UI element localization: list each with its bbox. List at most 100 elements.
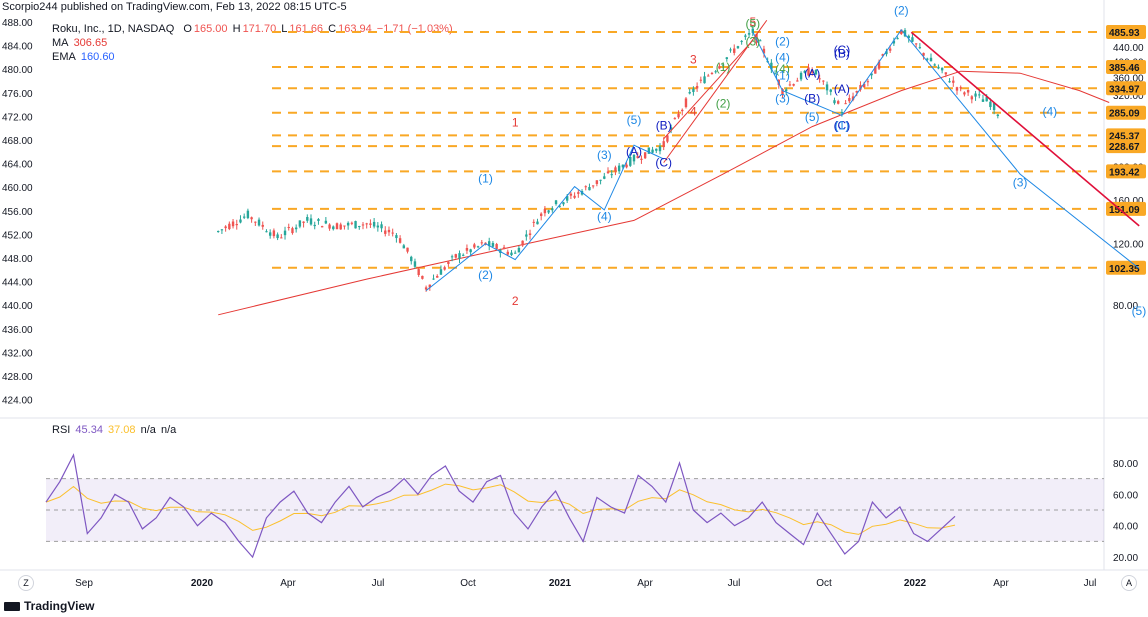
candle-body: [617, 165, 621, 172]
candle-body: [462, 254, 465, 256]
candle-body: [521, 240, 524, 246]
price-chart[interactable]: 488.00484.00480.00476.00472.00468.00464.…: [0, 0, 1148, 600]
wave-label: 1: [512, 116, 519, 130]
candle-body: [900, 29, 903, 34]
rsi-label: RSI: [52, 424, 71, 436]
candle-body: [458, 253, 461, 259]
candle-body: [302, 221, 305, 223]
candle-body: [488, 241, 491, 247]
candle-body: [940, 67, 944, 71]
fib-level-label: 385.46: [1109, 63, 1140, 74]
time-axis-label: 2021: [549, 578, 572, 589]
time-axis-label: Sep: [75, 578, 93, 589]
brand-label: TradingView: [24, 599, 95, 613]
candle-body: [681, 109, 684, 112]
candle-body: [257, 219, 261, 226]
candle-body: [643, 152, 647, 159]
candle-body: [328, 224, 331, 229]
zoom-button[interactable]: Z: [18, 575, 34, 591]
left-axis-tick: 436.00: [2, 325, 33, 336]
tradingview-logo-icon: [4, 601, 20, 611]
candle-body: [811, 69, 814, 73]
wave-label: 4: [690, 104, 697, 118]
candle-body: [978, 94, 981, 96]
wave-label: (A): [804, 66, 820, 80]
candle-body: [836, 101, 840, 104]
left-axis-tick: 476.00: [2, 89, 33, 100]
candle-body: [966, 90, 970, 93]
ohlc-close-label: C: [328, 23, 337, 35]
rsi-na-1: n/a: [140, 424, 156, 436]
time-axis-label: 2022: [904, 578, 927, 589]
candle-body: [324, 220, 328, 224]
candle-body: [554, 200, 558, 205]
time-axis-label: Apr: [993, 578, 1009, 589]
wave-label: 2: [512, 294, 519, 308]
candle-body: [725, 57, 729, 59]
fib-level-tag: [1106, 105, 1146, 120]
candle-body: [818, 78, 821, 80]
wave-label: (5): [1132, 304, 1147, 318]
wave-label: (5): [745, 17, 760, 31]
candle-body: [536, 221, 539, 225]
time-axis-label: Jul: [1084, 578, 1097, 589]
fib-level-label: 228.67: [1109, 142, 1140, 153]
time-axis-label: Oct: [460, 578, 476, 589]
fib-level-label: 334.97: [1109, 84, 1140, 95]
candle-body: [948, 81, 951, 83]
candle-body: [677, 113, 680, 118]
candle-body: [391, 232, 394, 234]
fib-level-label: 485.93: [1109, 28, 1140, 39]
candle-body: [398, 238, 402, 243]
candle-body: [358, 225, 361, 228]
candle-body: [855, 91, 858, 93]
candle-body: [436, 275, 439, 278]
candle-body: [591, 185, 595, 187]
candle-body: [803, 70, 806, 73]
candle-body: [740, 40, 743, 42]
left-axis-tick: 456.00: [2, 207, 33, 218]
time-axis-label: Jul: [728, 578, 741, 589]
candle-body: [981, 99, 985, 102]
candle-body: [866, 81, 870, 83]
candle-body: [217, 231, 220, 233]
candle-body: [781, 89, 784, 96]
candle-body: [239, 219, 242, 223]
fib-level-tag: [1106, 260, 1146, 275]
candle-body: [796, 80, 799, 82]
candle-body: [491, 242, 495, 247]
candle-body: [733, 48, 736, 53]
candle-body: [651, 149, 654, 153]
candle-body: [354, 221, 357, 229]
candle-body: [473, 244, 476, 248]
candle-body: [510, 252, 513, 256]
right-axis-tick: 120.00: [1113, 240, 1144, 251]
candle-body: [747, 33, 751, 35]
candle-body: [443, 267, 446, 270]
candle-body: [929, 57, 933, 62]
left-axis-tick: 460.00: [2, 183, 33, 194]
ema-label: EMA: [52, 51, 76, 63]
candle-body: [974, 93, 977, 97]
candle-body: [231, 221, 235, 227]
candle-body: [424, 287, 428, 290]
candle-body: [450, 256, 454, 258]
candle-body: [235, 224, 238, 226]
left-axis-tick: 484.00: [2, 42, 33, 53]
candle-body: [447, 261, 450, 264]
candle-body: [729, 49, 732, 51]
candle-body: [283, 230, 287, 236]
candle-body: [744, 35, 747, 37]
candle-body: [294, 227, 298, 230]
downtrend-line: [910, 31, 1140, 227]
auto-scale-button[interactable]: A: [1121, 575, 1137, 591]
left-axis-tick: 472.00: [2, 112, 33, 123]
candle-body: [736, 46, 740, 49]
wave-label: (5): [627, 113, 642, 127]
rsi-axis-tick: 40.00: [1113, 522, 1138, 533]
candle-body: [621, 164, 625, 168]
candle-body: [625, 164, 628, 168]
candle-body: [369, 223, 372, 225]
time-axis-label: Oct: [816, 578, 832, 589]
wave-label: (3): [597, 148, 612, 162]
